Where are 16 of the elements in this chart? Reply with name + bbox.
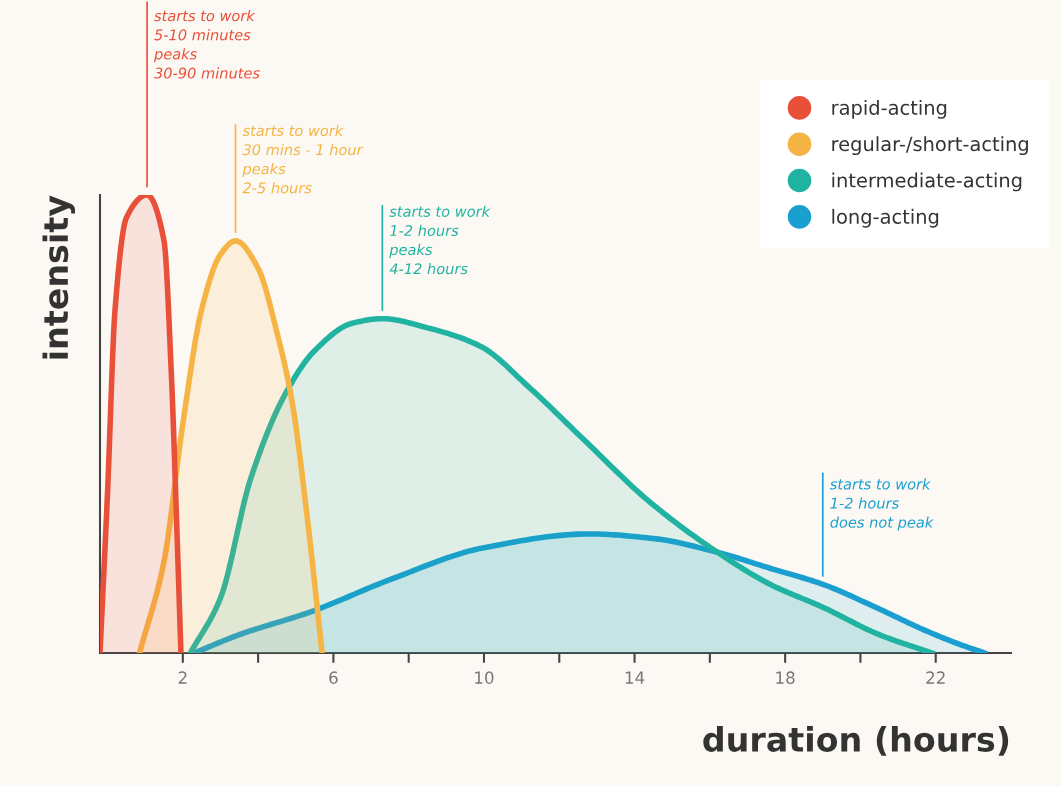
legend-label: rapid-acting [832, 99, 947, 119]
y-axis-title: intensity [42, 195, 75, 359]
legend-label: intermediate-acting [832, 172, 1022, 192]
x-tick-label: 2 [178, 671, 187, 684]
x-axis-title: duration (hours) [703, 726, 1009, 756]
legend-label: regular-/short-acting [832, 136, 1028, 156]
x-tick-label: 10 [475, 671, 494, 684]
annotation: starts to work 1-2 hours peaks 4-12 hours [389, 205, 491, 275]
x-tick-label: 6 [329, 671, 338, 684]
annotation: starts to work 1-2 hours does not peak [829, 478, 934, 531]
x-tick-label: 22 [926, 671, 945, 684]
x-tick-label: 18 [776, 671, 795, 684]
x-tick-label: 14 [625, 671, 645, 684]
legend-label: long-acting [832, 208, 939, 228]
annotation: starts to work 5-10 minutes peaks 30-90 minutes [153, 10, 260, 79]
annotation: starts to work 30 mins - 1 hour peaks 2-5 hours [242, 124, 364, 194]
